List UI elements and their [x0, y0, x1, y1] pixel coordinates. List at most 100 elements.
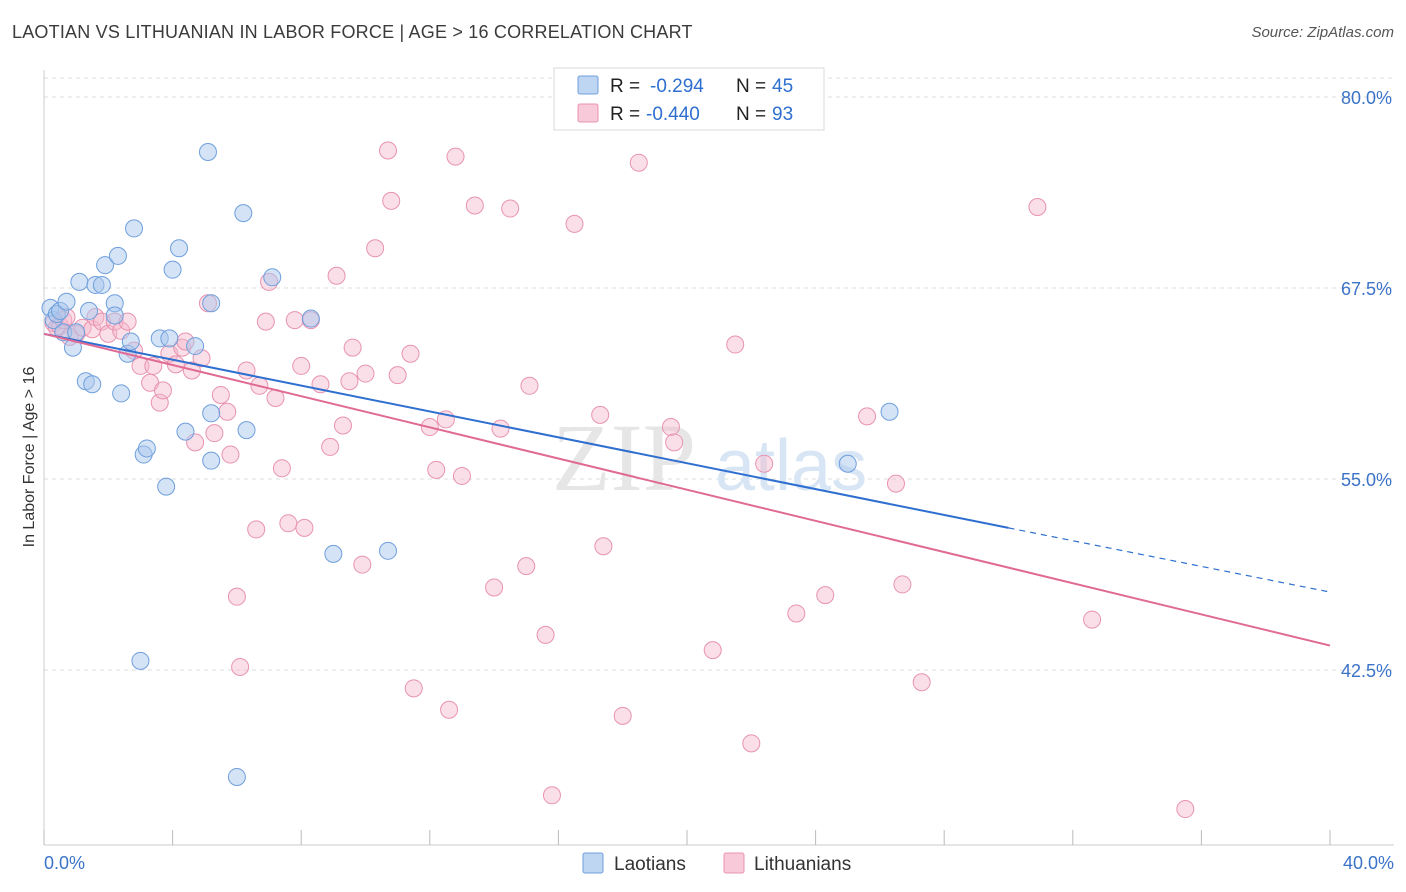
- lithuanian-point: [665, 433, 684, 452]
- lithuanian-point: [661, 418, 680, 437]
- lithuanians-swatch: [577, 103, 599, 123]
- lithuanian-point: [517, 557, 536, 576]
- lithuanian-point: [333, 416, 352, 435]
- laotian-point: [92, 275, 111, 294]
- lithuanian-point: [231, 657, 250, 676]
- lithuanians-r-label: R =: [610, 104, 640, 125]
- lithuanian-point: [886, 474, 905, 493]
- lithuanian-point: [452, 466, 471, 485]
- y-axis-label: In Labor Force | Age > 16: [21, 367, 38, 548]
- lithuanian-point: [485, 578, 504, 597]
- lithuanian-point: [465, 196, 484, 215]
- series-legend: Laotians Lithuanians: [582, 852, 851, 875]
- trend-lines: [43, 332, 1331, 647]
- chart-source: Source: ZipAtlas.com: [1251, 24, 1394, 41]
- laotians-points: [41, 143, 899, 786]
- laotian-point: [237, 421, 256, 440]
- lithuanian-point: [340, 372, 359, 391]
- laotian-point: [125, 219, 144, 238]
- lithuanian-point: [542, 786, 561, 805]
- laotian-point: [301, 309, 320, 328]
- laotian-point: [880, 402, 899, 421]
- lithuanian-point: [356, 364, 375, 383]
- laotian-point: [234, 204, 253, 223]
- laotian-point: [198, 143, 217, 162]
- chart-title: LAOTIAN VS LITHUANIAN IN LABOR FORCE | A…: [12, 22, 693, 42]
- lithuanian-point: [565, 214, 584, 233]
- legend-laotians-swatch: [582, 852, 604, 874]
- laotian-point: [137, 439, 156, 458]
- laotian-point: [160, 329, 179, 348]
- legend-laotians-label: Laotians: [614, 854, 686, 875]
- laotians-trend-extension: [1008, 527, 1331, 593]
- lithuanian-point: [295, 518, 314, 537]
- lithuanian-point: [401, 344, 420, 363]
- laotian-point: [96, 256, 115, 275]
- lithuanian-point: [256, 312, 275, 331]
- lithuanian-point: [501, 199, 520, 218]
- lithuanian-point: [491, 419, 510, 438]
- lithuanian-point: [816, 586, 835, 605]
- axes: [43, 70, 1394, 846]
- lithuanian-point: [536, 625, 555, 644]
- lithuanians-n-label: N =: [736, 104, 766, 125]
- lithuanian-point: [211, 385, 230, 404]
- laotian-point: [838, 454, 857, 473]
- lithuanian-point: [755, 454, 774, 473]
- laotian-point: [121, 332, 140, 351]
- laotian-point: [170, 239, 189, 258]
- lithuanian-point: [205, 424, 224, 443]
- lithuanian-point: [153, 381, 172, 400]
- x-tick-label-max: 40.0%: [1343, 853, 1394, 873]
- laotians-trend-line: [43, 332, 1009, 529]
- laotian-point: [379, 541, 398, 560]
- lithuanian-point: [272, 459, 291, 478]
- laotians-r-label: R =: [610, 76, 640, 97]
- x-tick-label-min: 0.0%: [44, 853, 85, 873]
- lithuanians-points: [44, 141, 1195, 819]
- lithuanian-point: [1083, 610, 1102, 629]
- lithuanians-n-value: 93: [772, 104, 793, 125]
- laotian-point: [57, 292, 76, 311]
- lithuanian-point: [279, 514, 298, 533]
- lithuanian-point: [321, 437, 340, 456]
- lithuanian-point: [742, 734, 761, 753]
- laotians-n-label: N =: [736, 76, 766, 97]
- laotians-r-value: -0.294: [650, 76, 704, 97]
- lithuanian-point: [427, 460, 446, 479]
- lithuanian-point: [218, 402, 237, 421]
- laotian-point: [83, 375, 102, 394]
- laotian-point: [227, 767, 246, 786]
- lithuanian-point: [1176, 800, 1195, 819]
- lithuanian-point: [327, 266, 346, 285]
- lithuanian-point: [366, 239, 385, 258]
- lithuanian-point: [292, 356, 311, 375]
- laotian-point: [202, 451, 221, 470]
- laotian-point: [105, 306, 124, 325]
- lithuanian-point: [440, 700, 459, 719]
- lithuanian-point: [893, 575, 912, 594]
- laotian-point: [186, 337, 205, 356]
- watermark-zip: ZIP: [552, 404, 696, 511]
- y-tick-label: 67.5%: [1341, 279, 1392, 299]
- lithuanian-point: [629, 153, 648, 172]
- lithuanian-point: [520, 376, 539, 395]
- legend-lithuanians-swatch: [723, 852, 745, 874]
- lithuanians-trend-line: [43, 332, 1331, 647]
- laotian-point: [131, 651, 150, 670]
- lithuanian-point: [221, 445, 240, 464]
- lithuanian-point: [1028, 198, 1047, 217]
- lithuanian-point: [379, 141, 398, 160]
- y-tick-label: 55.0%: [1341, 470, 1392, 490]
- lithuanian-point: [285, 311, 304, 330]
- stats-legend: R = -0.294 N = 45 R = -0.440 N = 93: [553, 67, 825, 131]
- laotians-n-value: 45: [772, 76, 793, 97]
- lithuanian-point: [613, 706, 632, 725]
- laotian-point: [108, 246, 127, 265]
- lithuanian-point: [388, 366, 407, 385]
- lithuanian-point: [343, 338, 362, 357]
- laotian-point: [202, 294, 221, 313]
- laotian-point: [263, 268, 282, 287]
- lithuanian-point: [446, 147, 465, 166]
